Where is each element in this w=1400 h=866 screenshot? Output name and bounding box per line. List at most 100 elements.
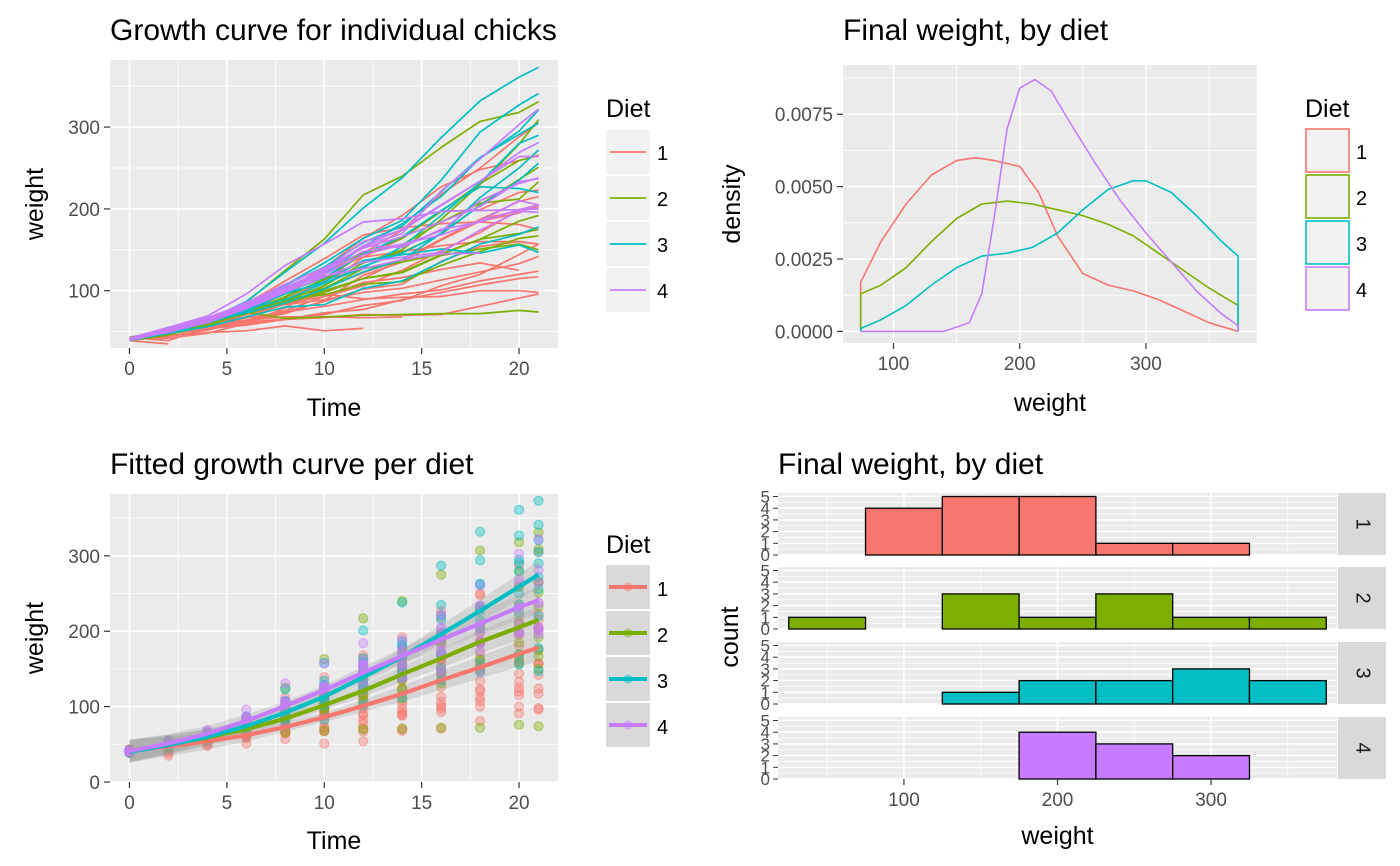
chart2-y-tick-label: 0.0050 <box>775 178 833 199</box>
chart3-data-point-diet-1 <box>358 718 369 730</box>
chart1-series-line-diet-4 <box>129 155 539 340</box>
chart3-data-point-diet-1 <box>533 688 544 699</box>
chart3-data-point-diet-1 <box>436 691 447 702</box>
chart4-histogram-bar-diet-3 <box>1018 679 1097 705</box>
chart3-data-point-diet-1 <box>513 690 525 701</box>
chart3-data-point-diet-3 <box>533 519 544 531</box>
chart1-legend-label: 1 <box>657 143 668 165</box>
chart3-data-point-diet-3 <box>533 546 544 558</box>
chart3-data-point-diet-1 <box>513 668 525 679</box>
chart3-data-point-diet-1 <box>513 708 525 719</box>
chart2-legend-swatch <box>1305 266 1350 311</box>
chart2-title: Final weight, by diet <box>843 14 1109 47</box>
chart3-data-point-diet-4 <box>513 574 525 585</box>
chart4-y-tick-label: 5 <box>761 637 770 656</box>
chart3-data-point-diet-4 <box>513 548 525 559</box>
chart3-legend-point <box>623 720 633 730</box>
chart3-y-tick-label: 100 <box>68 698 100 719</box>
chart4-y-tick-label: 1 <box>761 534 770 553</box>
chart3-data-point-diet-1 <box>513 676 525 687</box>
chart3-data-point-diet-2 <box>513 719 525 730</box>
chart3-data-point-diet-4 <box>319 658 330 669</box>
chart3-legend-point <box>623 582 633 592</box>
chart4-facet-strip <box>1338 642 1386 704</box>
chart3-data-point-diet-3 <box>533 666 544 677</box>
chart3-data-point-diet-3 <box>474 555 486 566</box>
chart3-data-point-diet-2 <box>319 725 330 736</box>
chart4-histogram-bar-diet-3 <box>1248 679 1327 705</box>
chart1-y-tick-label: 300 <box>68 118 100 139</box>
chart3-data-point-diet-2 <box>533 587 544 598</box>
chart3-data-point-diet-4 <box>533 534 544 545</box>
chart3-data-point-diet-3 <box>397 597 408 608</box>
chart4-histogram-bar-diet-2 <box>941 593 1020 630</box>
chart2-density-line-diet-1 <box>859 156 1239 333</box>
chart4-y-tick-label: 2 <box>761 523 770 542</box>
chart3-data-point-diet-2 <box>358 724 369 735</box>
chart3-data-point-diet-3 <box>513 565 525 577</box>
chart1-y-tick-label: 100 <box>68 282 100 303</box>
chart4-histogram-bar-diet-2 <box>1248 616 1327 630</box>
chart4-x-tick-label: 300 <box>1195 790 1227 811</box>
chart3-fitted-line-diet-3 <box>129 572 540 754</box>
chart3-legend-point <box>623 674 633 684</box>
chart2-legend-swatch <box>1305 220 1350 265</box>
chart2-x-axis-title: weight <box>1013 389 1086 417</box>
chart2-panel <box>843 65 1257 343</box>
chart4-x-axis-title: weight <box>1020 822 1093 850</box>
chart3-data-point-diet-1 <box>474 589 486 601</box>
chart3-data-point-diet-1 <box>533 608 544 619</box>
chart4-histogram-bar-diet-4 <box>1095 743 1174 780</box>
chart4-y-tick-label: 0 <box>761 695 770 714</box>
chart4-facet-strip-label: 3 <box>1352 667 1374 678</box>
chart4-y-tick-label: 1 <box>761 683 770 702</box>
chart4-x-tick-label: 100 <box>888 790 920 811</box>
chart2-y-tick-label: 0.0025 <box>775 250 833 271</box>
chart2-legend-swatch <box>1305 174 1350 219</box>
chart1-title: Growth curve for individual chicks <box>110 14 557 47</box>
chart3-data-point-diet-4 <box>474 580 486 591</box>
chart3-x-tick-label: 20 <box>508 793 529 814</box>
chart4-y-tick-label: 4 <box>761 573 770 592</box>
chart4-y-tick-label: 0 <box>761 770 770 789</box>
chart3-data-point-diet-3 <box>533 495 544 506</box>
chart4-facet-strip-label: 2 <box>1352 592 1374 603</box>
chart3-data-point-diet-3 <box>436 599 447 610</box>
chart4-y-axis-title: count <box>716 606 744 667</box>
chart3-data-point-diet-2 <box>436 722 447 733</box>
chart4-y-tick-label: 4 <box>761 648 770 667</box>
chart3-x-tick-label: 0 <box>124 793 135 814</box>
chart4-y-tick-label: 3 <box>761 585 770 604</box>
chart3-x-tick-label: 10 <box>314 793 335 814</box>
chart4-histogram-bar-diet-3 <box>1095 679 1174 705</box>
chart3-data-point-diet-3 <box>358 625 369 636</box>
chart3-data-point-diet-3 <box>513 659 525 670</box>
chart2-legend-label: 2 <box>1356 188 1367 210</box>
chart1-x-tick-label: 5 <box>222 359 233 380</box>
chart4-histogram-bar-diet-3 <box>941 691 1020 705</box>
chart1-series-line-diet-1 <box>129 275 539 340</box>
chart2-legend-label: 3 <box>1356 234 1367 256</box>
chart3-data-point-diet-1 <box>397 725 408 736</box>
chart4-y-tick-label: 0 <box>761 546 770 565</box>
chart3-legend-label: 1 <box>657 579 668 601</box>
chart3-data-point-diet-4 <box>358 638 369 649</box>
chart4-y-tick-label: 2 <box>761 672 770 691</box>
chart3-data-point-diet-1 <box>513 686 525 697</box>
chart2-y-tick-label: 0.0000 <box>775 322 833 343</box>
chart3-data-point-diet-4 <box>474 645 486 656</box>
chart3-data-point-diet-1 <box>436 703 447 714</box>
chart4-y-tick-label: 5 <box>761 712 770 731</box>
chart3-data-point-diet-4 <box>280 678 291 689</box>
chart3-data-point-diet-4 <box>533 622 544 633</box>
chart4-title: Final weight, by diet <box>778 448 1044 481</box>
chart3-data-point-diet-2 <box>436 569 447 580</box>
chart3-data-point-diet-1 <box>474 696 486 707</box>
chart3-y-tick-label: 0 <box>89 773 100 794</box>
chart1-x-axis-title: Time <box>307 394 362 422</box>
chart2-legend-label: 1 <box>1356 142 1367 164</box>
chart3-data-point-diet-1 <box>533 658 544 669</box>
chart3-data-point-diet-1 <box>397 709 408 721</box>
chart4-y-tick-label: 5 <box>761 562 770 581</box>
chart3-data-point-diet-3 <box>436 560 447 571</box>
